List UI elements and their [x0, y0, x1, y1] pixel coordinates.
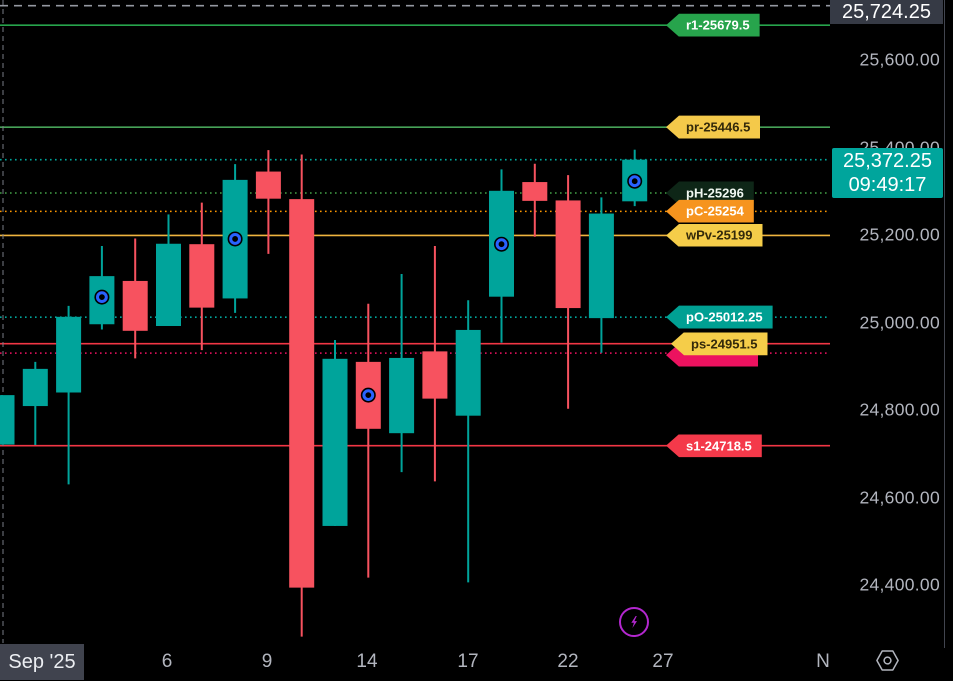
date-tick: N	[816, 651, 830, 672]
candle-body-up[interactable]	[389, 357, 415, 434]
level-tag-pr[interactable]: pr-25446.5	[666, 115, 761, 139]
level-tag-pH[interactable]: pH-25296	[666, 181, 754, 205]
candle-body-up[interactable]	[588, 213, 614, 319]
flash-badge-button[interactable]	[619, 607, 649, 637]
candle-body-up[interactable]	[22, 368, 48, 407]
level-tag-wPv[interactable]: wPv-25199	[666, 223, 763, 247]
current-price-label: 25,372.25 09:49:17	[832, 147, 943, 198]
date-tick: 14	[356, 651, 378, 672]
price-tick: 25,000.00	[859, 312, 940, 332]
trade-marker[interactable]	[94, 289, 110, 305]
candle-body-up[interactable]	[0, 395, 15, 445]
candle-body-down[interactable]	[122, 280, 148, 331]
trade-marker[interactable]	[627, 173, 643, 189]
level-tag-s1[interactable]: s1-24718.5	[666, 434, 762, 458]
candle-body-down[interactable]	[289, 199, 315, 588]
candle-body-down[interactable]	[555, 200, 581, 309]
candle-body-down[interactable]	[255, 171, 281, 199]
date-tick: 22	[557, 651, 579, 672]
level-tag-pC[interactable]: pC-25254	[666, 199, 754, 223]
time-axis-settings-button[interactable]	[875, 649, 900, 672]
candle-body-down[interactable]	[522, 182, 548, 201]
price-tick: 24,600.00	[859, 487, 940, 507]
current-time-value: 09:49:17	[848, 173, 927, 196]
price-tick: 25,600.00	[859, 49, 940, 70]
axis-divider	[944, 0, 945, 648]
session-high-price-label: 25,724.25	[830, 0, 943, 24]
hexagon-gear-icon	[876, 650, 899, 671]
candle-body-up[interactable]	[156, 243, 181, 326]
date-tick: 17	[457, 651, 479, 672]
price-tick: 24,800.00	[859, 399, 940, 420]
level-tag-ps[interactable]: ps-24951.5	[671, 332, 768, 356]
lightning-icon	[631, 616, 637, 628]
candle-body-up[interactable]	[322, 358, 348, 526]
trade-marker[interactable]	[227, 231, 243, 247]
trade-marker[interactable]	[494, 236, 509, 252]
level-tag-pO[interactable]: pO-25012.25	[666, 305, 773, 329]
candle-body-up[interactable]	[455, 329, 481, 416]
date-tick: 27	[652, 651, 674, 672]
date-tick: 6	[161, 651, 173, 672]
candle-body-up[interactable]	[56, 316, 82, 393]
price-tick: 24,400.00	[859, 574, 940, 595]
date-tick: 9	[261, 651, 273, 672]
candle-body-down[interactable]	[422, 351, 448, 399]
current-price-value: 25,372.25	[843, 149, 932, 172]
trade-marker[interactable]	[360, 387, 376, 403]
date-tick-boxed: Sep '25	[0, 644, 84, 680]
level-tag-r1[interactable]: r1-25679.5	[666, 13, 760, 37]
candle-body-down[interactable]	[189, 244, 215, 308]
price-tick: 25,200.00	[859, 224, 940, 245]
